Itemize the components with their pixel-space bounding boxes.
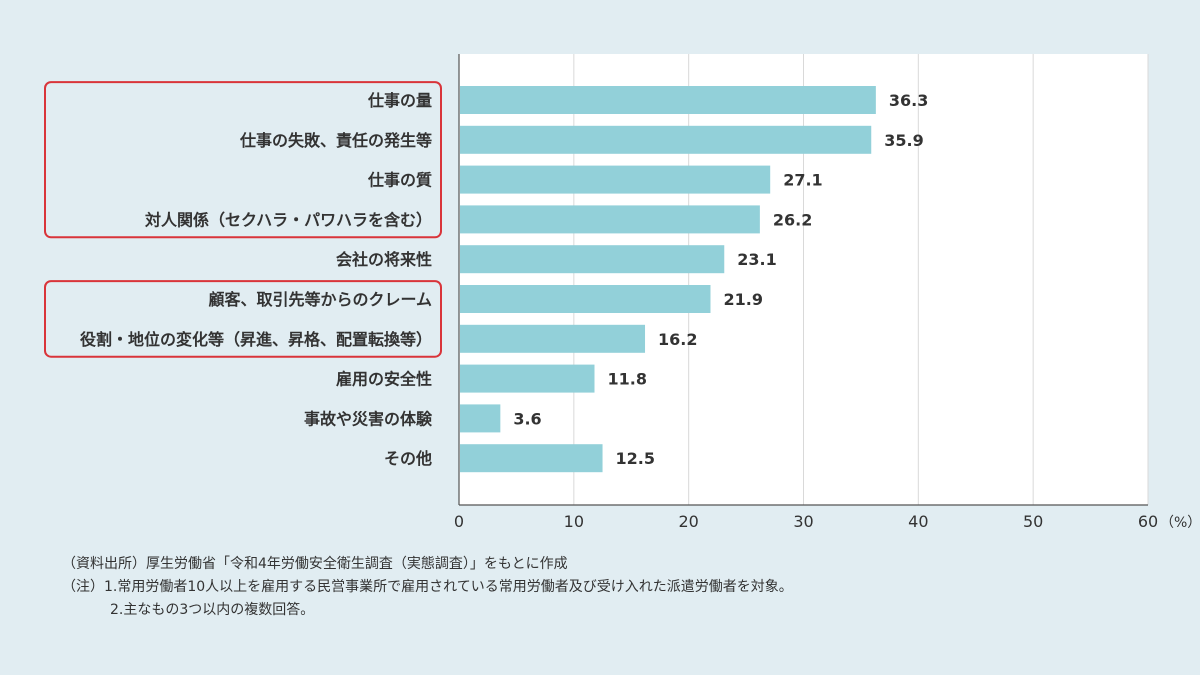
x-tick-label: 60 bbox=[1138, 512, 1158, 531]
category-label: その他 bbox=[384, 449, 432, 468]
x-tick-label: 30 bbox=[793, 512, 813, 531]
bar bbox=[460, 285, 711, 313]
value-label: 21.9 bbox=[723, 290, 762, 309]
value-label: 35.9 bbox=[884, 131, 923, 150]
bar bbox=[460, 245, 725, 274]
category-label: 仕事の質 bbox=[367, 171, 432, 190]
value-label: 11.8 bbox=[608, 370, 647, 389]
value-label: 16.2 bbox=[658, 330, 697, 349]
category-label: 役割・地位の変化等（昇進、昇格、配置転換等） bbox=[80, 330, 432, 349]
category-label: 会社の将来性 bbox=[336, 250, 432, 269]
note-2: 2.主なもの3つ以内の複数回答。 bbox=[110, 602, 315, 618]
category-label: 顧客、取引先等からのクレーム bbox=[208, 290, 432, 309]
bar bbox=[460, 205, 760, 234]
category-label: 対人関係（セクハラ・パワハラを含む） bbox=[144, 210, 432, 229]
bar bbox=[460, 165, 771, 194]
x-tick-label: 50 bbox=[1023, 512, 1043, 531]
bar bbox=[460, 125, 872, 154]
highlight-box bbox=[44, 280, 442, 358]
category-label: 雇用の安全性 bbox=[336, 370, 432, 389]
x-tick-label: 0 bbox=[454, 512, 464, 531]
x-unit-label: （%） bbox=[1160, 515, 1200, 531]
category-label: 事故や災害の体験 bbox=[304, 409, 433, 428]
category-label: 仕事の量 bbox=[367, 91, 432, 110]
bar bbox=[460, 444, 603, 473]
bar bbox=[460, 404, 501, 433]
value-label: 36.3 bbox=[889, 91, 928, 110]
bar-chart: 0 10 20 30 40 50 60 （%） 36.3 仕事の量 35.9 仕事の失敗、責任の発生等… bbox=[44, 54, 1200, 531]
bar bbox=[460, 86, 876, 114]
value-label: 12.5 bbox=[616, 449, 655, 468]
category-label: 仕事の失敗、責任の発生等 bbox=[239, 131, 432, 150]
note-1: （注）1.常用労働者10人以上を雇用する民営事業所で雇用されている常用労働者及び… bbox=[62, 579, 793, 595]
x-tick-label: 20 bbox=[678, 512, 698, 531]
value-label: 3.6 bbox=[513, 409, 541, 428]
value-label: 23.1 bbox=[737, 250, 776, 269]
bar bbox=[460, 324, 646, 353]
source-note: （資料出所）厚生労働省「令和4年労働安全衛生調査（実態調査）」をもとに作成 bbox=[62, 556, 568, 572]
x-tick-label: 10 bbox=[564, 512, 584, 531]
value-label: 26.2 bbox=[773, 210, 812, 229]
x-tick-label: 40 bbox=[908, 512, 928, 531]
bar bbox=[460, 364, 595, 393]
chart-notes: （資料出所）厚生労働省「令和4年労働安全衛生調査（実態調査）」をもとに作成 （注… bbox=[62, 553, 793, 622]
value-label: 27.1 bbox=[783, 171, 822, 190]
highlight-box bbox=[44, 81, 442, 239]
